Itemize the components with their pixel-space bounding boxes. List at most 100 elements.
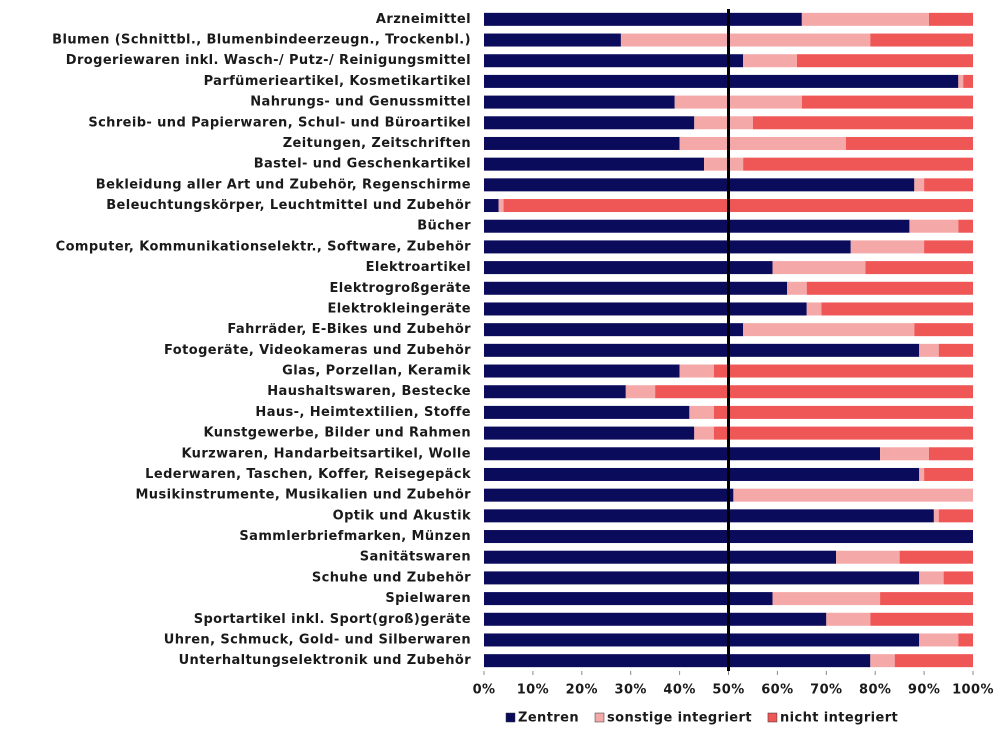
x-tick-label: 10% bbox=[517, 683, 549, 698]
bar-segment bbox=[743, 54, 797, 68]
bar-segment bbox=[484, 323, 744, 337]
category-label: Zeitungen, Zeitschriften bbox=[283, 136, 471, 151]
bar-segment bbox=[845, 136, 973, 150]
bar-segment bbox=[713, 364, 973, 378]
bar-segment bbox=[620, 33, 871, 47]
x-tick-label: 90% bbox=[908, 683, 940, 698]
bar-segment bbox=[484, 550, 837, 564]
bar-segment bbox=[733, 488, 973, 502]
bar-segment bbox=[943, 571, 973, 585]
bar-segment bbox=[801, 12, 929, 26]
bar-segment bbox=[938, 343, 973, 357]
category-label: Unterhaltungselektronik und Zubehör bbox=[179, 653, 472, 668]
legend-label: sonstige integriert bbox=[607, 711, 752, 726]
bar-segment bbox=[484, 199, 499, 213]
bar-segment bbox=[484, 116, 695, 130]
bar-segment bbox=[484, 157, 705, 171]
bar-segment bbox=[503, 199, 973, 213]
bar-segment bbox=[484, 54, 744, 68]
category-label: Spielwaren bbox=[385, 591, 471, 606]
bar-segment bbox=[484, 33, 621, 47]
category-label: Uhren, Schmuck, Gold- und Silberwaren bbox=[164, 632, 471, 647]
bar-segment bbox=[899, 550, 973, 564]
bar-segment bbox=[909, 219, 959, 233]
bar-segment bbox=[821, 302, 973, 316]
category-label: Haushaltswaren, Bestecke bbox=[267, 384, 471, 399]
bar-segment bbox=[484, 95, 675, 109]
bar-segment bbox=[801, 95, 973, 109]
bar-segment bbox=[938, 509, 973, 523]
category-label: Bekleidung aller Art und Zubehör, Regens… bbox=[96, 177, 471, 192]
bar-segment bbox=[743, 323, 915, 337]
category-label: Elektrokleingeräte bbox=[327, 301, 471, 316]
category-label: Elektrogroßgeräte bbox=[330, 281, 472, 296]
category-label: Bastel- und Geschenkartikel bbox=[254, 157, 471, 172]
category-label: Beleuchtungskörper, Leuchtmittel und Zub… bbox=[106, 198, 471, 213]
bar-segment bbox=[484, 12, 802, 26]
category-label: Schuhe und Zubehör bbox=[312, 570, 471, 585]
bar-segment bbox=[484, 447, 881, 461]
x-tick-label: 100% bbox=[952, 683, 994, 698]
bar-segment bbox=[919, 343, 939, 357]
x-tick-label: 0% bbox=[473, 683, 496, 698]
category-label: Parfümerieartikel, Kosmetikartikel bbox=[204, 74, 471, 89]
bar-segment bbox=[870, 612, 973, 626]
category-label: Sanitätswaren bbox=[360, 550, 471, 565]
bar-segment bbox=[694, 116, 753, 130]
x-tick-label: 20% bbox=[566, 683, 598, 698]
category-label: Fahrräder, E-Bikes und Zubehör bbox=[227, 322, 471, 337]
bar-segment bbox=[625, 385, 656, 399]
bar-segment bbox=[484, 509, 934, 523]
bar-segment bbox=[924, 178, 973, 192]
bar-segment bbox=[679, 136, 846, 150]
bar-segment bbox=[924, 240, 973, 254]
x-tick-label: 40% bbox=[663, 683, 695, 698]
category-label: Kurzwaren, Handarbeitsartikel, Wolle bbox=[181, 446, 471, 461]
category-label: Computer, Kommunikationselektr., Softwar… bbox=[56, 239, 472, 254]
bar-segment bbox=[850, 240, 925, 254]
bar-segment bbox=[484, 219, 910, 233]
bar-segment bbox=[919, 571, 944, 585]
category-label: Drogeriewaren inkl. Wasch-/ Putz-/ Reini… bbox=[66, 53, 471, 68]
legend-swatch bbox=[505, 712, 516, 723]
bar-segment bbox=[826, 612, 871, 626]
category-label: Musikinstrumente, Musikalien und Zubehör bbox=[135, 488, 471, 503]
bar-segment bbox=[484, 364, 680, 378]
bar-segment bbox=[865, 261, 973, 275]
bar-segment bbox=[928, 12, 973, 26]
category-label: Glas, Porzellan, Keramik bbox=[282, 364, 471, 379]
bar-segment bbox=[484, 240, 851, 254]
bar-segment bbox=[806, 302, 822, 316]
bar-segment bbox=[870, 654, 895, 668]
bar-segment bbox=[713, 426, 973, 440]
bar-segment bbox=[689, 405, 714, 419]
bar-segment bbox=[484, 633, 920, 647]
category-label: Bücher bbox=[417, 219, 471, 234]
bar-segment bbox=[787, 281, 807, 295]
category-label: Nahrungs- und Genussmittel bbox=[250, 95, 471, 110]
bar-segment bbox=[484, 426, 695, 440]
x-tick-label: 80% bbox=[859, 683, 891, 698]
bar-segment bbox=[674, 95, 802, 109]
legend-swatch bbox=[594, 712, 605, 723]
bar-segment bbox=[484, 343, 920, 357]
bar-segment bbox=[796, 54, 973, 68]
bar-segment bbox=[484, 178, 915, 192]
bar-segment bbox=[498, 199, 504, 213]
bar-segment bbox=[679, 364, 714, 378]
category-label: Sportartikel inkl. Sport(groß)geräte bbox=[194, 612, 471, 627]
category-label: Haus-, Heimtextilien, Stoffe bbox=[255, 405, 471, 420]
bar-segment bbox=[484, 467, 920, 481]
x-tick-label: 60% bbox=[761, 683, 793, 698]
category-label: Kunstgewerbe, Bilder und Rahmen bbox=[203, 426, 471, 441]
bar-segment bbox=[806, 281, 973, 295]
x-tick-label: 70% bbox=[810, 683, 842, 698]
bar-segment bbox=[870, 33, 973, 47]
bar-segment bbox=[484, 261, 773, 275]
category-label: Schreib- und Papierwaren, Schul- und Bür… bbox=[88, 115, 471, 130]
bar-segment bbox=[704, 157, 744, 171]
bar-segment bbox=[484, 654, 871, 668]
bar-segment bbox=[484, 302, 807, 316]
bar-segment bbox=[894, 654, 973, 668]
